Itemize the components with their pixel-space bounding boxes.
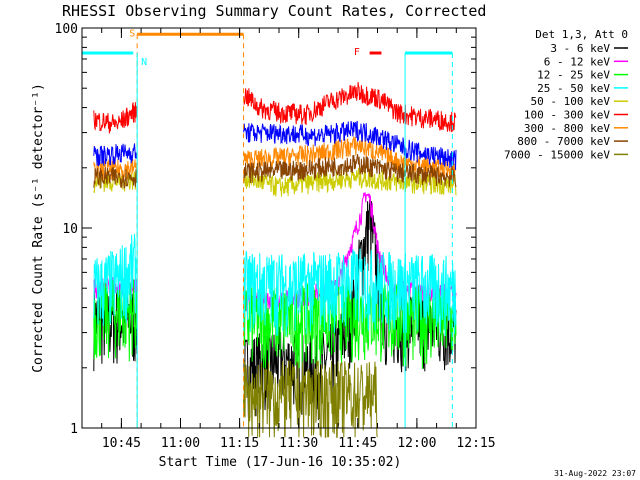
legend-label: 3 - 6 keV (550, 42, 610, 55)
legend-label: 25 - 50 keV (537, 82, 610, 95)
x-tick-label: 10:45 (102, 436, 141, 451)
x-tick-labels: 10:45 11:00 11:15 11:30 11:45 12:00 12:15 (81, 28, 496, 451)
x-tick-label: 11:30 (279, 436, 318, 451)
flag-label-n: N (141, 57, 147, 68)
series-line-7000-15000-kev (243, 360, 378, 438)
x-tick-label: 11:45 (338, 436, 377, 451)
y-tick-label: 100 (55, 22, 78, 37)
legend-label: 12 - 25 keV (537, 69, 610, 82)
timestamp: 31-Aug-2022 23:07 (554, 469, 636, 478)
legend-label: 100 - 300 keV (524, 109, 610, 122)
legend-label: 800 - 7000 keV (517, 135, 610, 148)
y-tick-label: 1 (70, 422, 78, 437)
x-tick-label: 12:15 (456, 436, 495, 451)
flag-label-f: F (354, 47, 360, 58)
legend-label: 7000 - 15000 keV (504, 148, 610, 161)
flag-label-s: S (129, 28, 135, 39)
series-line-800-7000-kev (93, 154, 457, 189)
legend-label: 6 - 12 keV (544, 55, 611, 68)
series-line-25-50-kev (93, 233, 457, 337)
y-tick-labels: 1 10 100 (55, 22, 476, 437)
legend-label: 300 - 800 keV (524, 122, 610, 135)
series-line-100-300-kev (93, 82, 457, 134)
x-tick-label: 11:00 (161, 436, 200, 451)
x-tick-label: 11:15 (220, 436, 259, 451)
chart-title: RHESSI Observing Summary Count Rates, Co… (62, 2, 486, 20)
x-axis-label: Start Time (17-Jun-16 10:35:02) (159, 455, 402, 470)
legend-label: 50 - 100 keV (531, 95, 611, 108)
y-tick-label: 10 (62, 222, 78, 237)
series-line-extra-9 (93, 120, 457, 170)
y-axis-label: Corrected Count Rate (s⁻¹ detector⁻¹) (31, 83, 46, 373)
legend-title: Det 1,3, Att 0 (535, 28, 628, 41)
x-tick-label: 12:00 (397, 436, 436, 451)
